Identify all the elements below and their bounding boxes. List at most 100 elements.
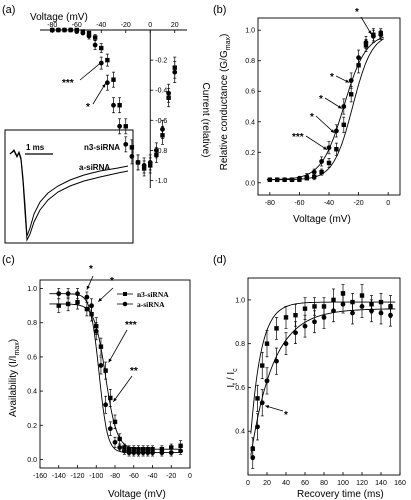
data-point	[297, 175, 302, 181]
data-point	[56, 291, 62, 297]
data-point	[92, 42, 98, 48]
panel-b-series-1	[267, 28, 383, 182]
data-point	[136, 450, 141, 456]
panel-a-x-tick-label: -20	[121, 22, 131, 29]
panel-b-ylabel-end: )	[219, 34, 230, 37]
data-point	[65, 291, 71, 297]
data-point	[319, 169, 324, 175]
data-point	[160, 126, 165, 132]
data-point	[126, 450, 132, 456]
panel-c-x-tick-label: -100	[89, 473, 103, 480]
panel-c-star: **	[130, 366, 138, 377]
data-point	[333, 128, 339, 134]
panel-b-x-tick-label: 0	[386, 200, 390, 207]
panel-c-ylabel: Availability (I/Imax)	[8, 339, 21, 417]
panel-b-arrow	[315, 115, 335, 134]
data-point	[140, 450, 146, 456]
data-point	[49, 27, 55, 33]
data-point	[348, 78, 354, 83]
data-point	[267, 177, 273, 183]
panel-b-arrow-head	[330, 129, 335, 133]
data-point	[250, 455, 256, 460]
panel-c-arrow-head	[86, 285, 90, 290]
panel-d-x-tick-label: 120	[356, 480, 368, 487]
data-point	[319, 159, 325, 164]
data-point	[369, 308, 374, 314]
panel-d-x-tick-label: 140	[375, 480, 387, 487]
panel-a-series-2	[49, 27, 178, 174]
panel-b-fit-n3	[266, 38, 384, 181]
data-point	[145, 450, 151, 456]
data-point	[363, 40, 369, 45]
data-point	[178, 448, 184, 454]
panel-c-x-tick-label: 0	[188, 473, 192, 480]
data-point	[264, 341, 270, 346]
data-point	[348, 92, 354, 97]
panel-c-x-tick-label: -60	[129, 473, 139, 480]
data-point	[304, 174, 310, 180]
panel-b-y-tick-label: 0.0	[245, 180, 255, 187]
panel-b-y-tick-label: 1.0	[245, 28, 255, 35]
panel-d-arrow-head	[265, 405, 270, 409]
panel-d: (d) Recovery time (ms) It / Ic	[213, 254, 384, 500]
panel-a-xlabel: Voltage (mV)	[30, 12, 88, 23]
panel-b-x-tick-label: -20	[354, 200, 364, 207]
panel-c-x-tick-label: -120	[70, 473, 84, 480]
data-point	[334, 147, 339, 152]
data-point	[103, 368, 108, 373]
panel-b-star: *	[330, 72, 334, 83]
panel-a-label: (a)	[2, 4, 15, 16]
panel-c-y-tick-label: 1.0	[27, 286, 37, 293]
data-point	[104, 80, 110, 86]
panel-b-ylabel-main: Relative conductance (G/G	[219, 50, 230, 170]
panel-c-arrow-head	[108, 358, 112, 363]
panel-d-y-tick-label: 1.0	[235, 297, 245, 304]
panel-d-x-tick-label: 0	[246, 480, 250, 487]
panel-b-y-tick-label: 0.8	[245, 58, 255, 65]
data-point	[89, 303, 94, 309]
panel-c-star: ***	[125, 320, 137, 331]
panel-d-x-tick-label: 100	[337, 480, 349, 487]
panel-c-star: *	[89, 264, 93, 275]
data-point	[105, 57, 110, 63]
panel-a-x-tick-label: -60	[72, 22, 82, 29]
data-point	[123, 141, 129, 147]
legend-label-a: a-siRNA	[137, 300, 165, 309]
panel-d-ylabel-i1: I	[226, 385, 237, 388]
data-point	[326, 160, 332, 166]
panel-b-ylabel: Relative conductance (G/Gmax)	[219, 34, 232, 171]
data-point	[153, 147, 159, 153]
data-point	[56, 303, 61, 308]
panel-b-y-tick-label: 0.6	[245, 89, 255, 96]
panel-a: (a) Voltage (mV) Current (relative) 1 ms…	[2, 4, 211, 244]
panel-d-y-tick-label: 0.4	[235, 429, 245, 436]
data-point	[141, 163, 147, 168]
panel-a-star: ***	[62, 78, 74, 89]
data-point	[378, 32, 384, 38]
panel-d-x-tick-label: 20	[263, 480, 271, 487]
panel-c-x-tick-label: -160	[33, 473, 47, 480]
panel-b-star: *	[310, 112, 314, 123]
data-point	[260, 363, 265, 368]
data-point	[255, 424, 260, 430]
panel-c-arrow	[108, 329, 128, 363]
panel-d-fit-a	[250, 308, 396, 456]
panel-a-ylabel: Current (relative)	[200, 82, 211, 157]
panel-a-y-tick-label: -0.2	[155, 58, 167, 65]
data-point	[378, 310, 384, 316]
inset-trace-a	[9, 150, 129, 242]
panel-a-y-tick-label: -1.0	[155, 178, 167, 185]
panel-c-ylabel-main: Availability (I/I	[8, 356, 19, 418]
panel-c-x-tick-label: -40	[147, 473, 157, 480]
panel-d-ylabel-sub1: t	[232, 383, 239, 385]
data-point	[169, 445, 174, 450]
panel-c-star: *	[110, 276, 114, 287]
panel-b-ylabel-sub: max	[225, 37, 232, 51]
inset-scale-label: 1 ms	[26, 143, 45, 152]
data-point	[62, 27, 67, 33]
data-point	[112, 439, 118, 445]
panel-d-ylabel-sub2: c	[232, 368, 239, 372]
data-point	[150, 450, 155, 456]
data-point	[293, 330, 298, 336]
inset-trace2-label: a-siRNA	[79, 163, 110, 172]
